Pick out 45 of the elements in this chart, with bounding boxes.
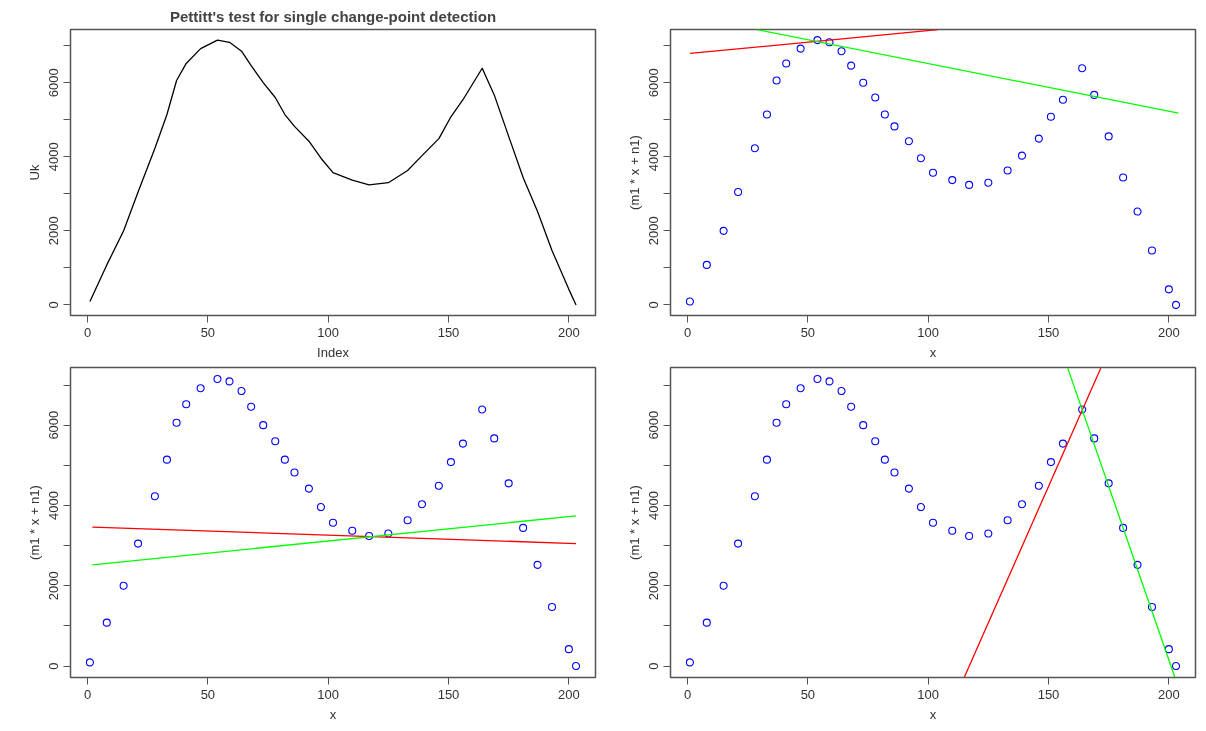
x-tick-label: 50	[200, 686, 216, 702]
y-tick-label: 2000	[46, 216, 62, 246]
y-tick-label: 2000	[646, 571, 662, 601]
y-tick-label: 0	[646, 301, 662, 309]
x-tick-label: 150	[1037, 324, 1060, 340]
x-tick-label: 150	[437, 686, 460, 702]
x-tick-label: 200	[1157, 686, 1180, 702]
x-tick-label: 150	[1037, 686, 1060, 702]
x-axis-title: x	[929, 344, 937, 360]
y-tick-label: 6000	[646, 410, 662, 440]
y-tick-label: 4000	[46, 142, 62, 172]
y-tick-label: 4000	[646, 490, 662, 520]
y-tick-label: 4000	[646, 142, 662, 172]
x-axis-title: x	[929, 706, 937, 722]
x-tick-label: 0	[683, 324, 692, 340]
x-tick-label: 0	[83, 324, 92, 340]
x-tick-label: 100	[917, 324, 940, 340]
x-axis-title: x	[329, 706, 337, 722]
y-axis-title: (m1 * x + n1)	[26, 485, 42, 560]
chart-title: Pettitt's test for single change-point detection	[169, 7, 497, 25]
y-tick-label: 2000	[646, 216, 662, 246]
x-tick-label: 0	[83, 686, 92, 702]
x-tick-label: 50	[800, 686, 816, 702]
y-tick-label: 6000	[646, 68, 662, 98]
y-axis-title: (m1 * x + n1)	[626, 135, 642, 210]
x-axis-title: Index	[317, 344, 350, 360]
x-tick-label: 100	[317, 686, 340, 702]
y-tick-label: 0	[46, 301, 62, 309]
x-tick-label: 50	[200, 324, 216, 340]
x-tick-label: 200	[557, 686, 580, 702]
y-tick-label: 0	[46, 662, 62, 670]
x-tick-label: 150	[437, 324, 460, 340]
y-tick-label: 4000	[46, 490, 62, 520]
y-tick-label: 2000	[46, 571, 62, 601]
x-tick-label: 100	[917, 686, 940, 702]
y-axis-title: (m1 * x + n1)	[626, 485, 642, 560]
x-tick-label: 0	[683, 686, 692, 702]
x-tick-label: 100	[317, 324, 340, 340]
y-tick-label: 6000	[46, 410, 62, 440]
y-axis-title: Uk	[26, 164, 42, 181]
x-tick-label: 50	[800, 324, 816, 340]
x-tick-label: 200	[557, 324, 580, 340]
y-tick-label: 6000	[46, 68, 62, 98]
y-tick-label: 0	[646, 662, 662, 670]
x-tick-label: 200	[1157, 324, 1180, 340]
